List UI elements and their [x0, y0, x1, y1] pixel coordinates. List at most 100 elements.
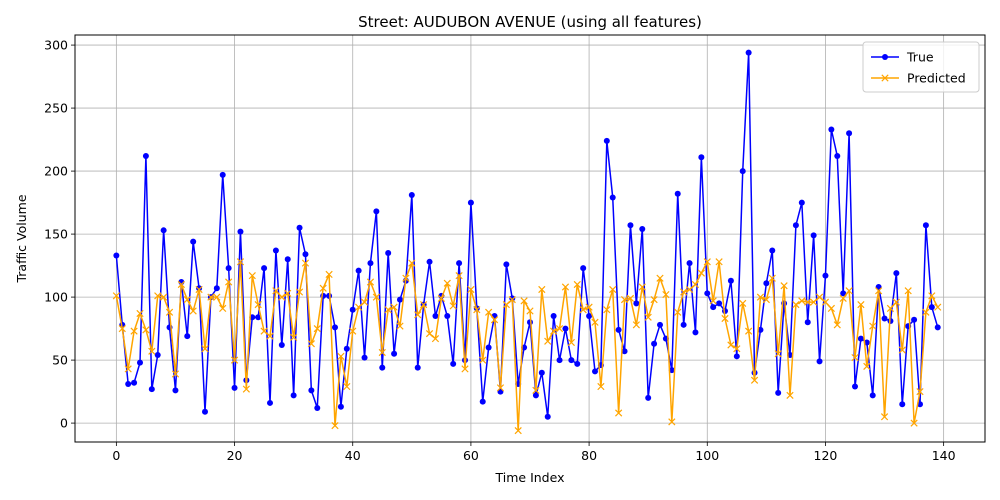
- data-point-true: [633, 300, 640, 307]
- x-tick-label: 40: [345, 448, 361, 463]
- data-point-predicted: [792, 301, 800, 309]
- data-point-true: [775, 389, 782, 396]
- data-point-true: [822, 272, 829, 279]
- y-tick-label: 250: [44, 101, 68, 116]
- plot-frame: [74, 34, 986, 443]
- data-point-predicted: [632, 321, 640, 329]
- data-point-predicted: [544, 337, 552, 345]
- data-point-predicted: [674, 308, 682, 316]
- data-point-true: [609, 194, 616, 201]
- data-point-predicted: [721, 314, 729, 323]
- data-point-predicted: [603, 306, 611, 314]
- series-layer: [112, 49, 942, 435]
- data-point-true: [532, 392, 539, 399]
- data-point-predicted: [685, 285, 694, 294]
- data-point-predicted: [331, 421, 339, 430]
- data-point-predicted: [378, 348, 386, 357]
- data-point-predicted: [201, 345, 209, 353]
- data-point-predicted: [798, 297, 806, 305]
- data-point-predicted: [827, 304, 835, 313]
- data-point-true: [804, 319, 811, 326]
- data-point-predicted: [142, 326, 150, 334]
- data-point-predicted: [290, 333, 298, 342]
- data-point-predicted: [177, 280, 185, 289]
- x-tick-label: 80: [581, 448, 597, 463]
- data-point-predicted: [739, 299, 747, 308]
- data-point-predicted: [626, 294, 635, 302]
- data-point-true: [852, 383, 858, 390]
- data-point-predicted: [662, 290, 670, 299]
- data-point-predicted: [579, 306, 587, 314]
- data-point-predicted: [284, 289, 292, 297]
- data-point-true: [828, 126, 835, 133]
- data-point-predicted: [538, 285, 546, 294]
- data-point-predicted: [213, 293, 221, 301]
- data-point-predicted: [467, 285, 475, 294]
- data-point-true: [432, 312, 439, 319]
- data-point-true: [928, 304, 935, 311]
- data-point-predicted: [934, 303, 942, 311]
- data-point-true: [556, 357, 563, 364]
- x-tick-label: 120: [814, 448, 838, 463]
- data-point-predicted: [349, 327, 357, 335]
- data-point-predicted: [248, 272, 256, 280]
- data-point-predicted: [165, 308, 174, 316]
- data-point-true: [881, 315, 888, 322]
- data-point-predicted: [343, 382, 351, 391]
- data-point-predicted: [821, 298, 830, 306]
- data-point-true: [450, 360, 457, 367]
- data-point-true: [810, 232, 817, 239]
- data-point-true: [627, 222, 634, 229]
- data-point-true: [698, 154, 705, 161]
- data-point-predicted: [130, 327, 138, 335]
- data-point-predicted: [295, 288, 304, 296]
- data-point-predicted: [372, 293, 380, 301]
- data-point-true: [349, 306, 356, 313]
- data-point-predicted: [337, 352, 345, 360]
- data-point-predicted: [922, 308, 930, 316]
- data-point-predicted: [638, 283, 646, 291]
- data-point-true: [840, 290, 847, 297]
- data-point-predicted: [567, 338, 575, 347]
- data-point-predicted: [355, 303, 363, 311]
- data-point-predicted: [136, 309, 144, 318]
- data-point-predicted: [402, 274, 410, 282]
- data-point-true: [391, 350, 398, 357]
- data-point-true: [692, 329, 699, 336]
- data-point-predicted: [750, 376, 759, 384]
- data-point-predicted: [910, 419, 918, 427]
- y-tick-label: 300: [44, 38, 68, 53]
- series-true: [113, 49, 941, 420]
- data-point-true: [302, 251, 309, 258]
- x-tick-label: 60: [463, 448, 479, 463]
- data-point-true: [680, 321, 687, 328]
- data-point-true: [373, 208, 380, 215]
- data-point-true: [142, 152, 149, 159]
- data-point-true: [911, 316, 918, 323]
- data-point-predicted: [904, 287, 912, 295]
- data-point-predicted: [780, 282, 788, 290]
- legend-label-true: True: [906, 50, 934, 65]
- data-point-predicted: [307, 340, 315, 348]
- data-point-predicted: [219, 304, 227, 313]
- data-point-true: [272, 247, 279, 254]
- data-point-predicted: [615, 409, 623, 417]
- data-point-predicted: [550, 327, 558, 335]
- data-point-predicted: [148, 347, 156, 355]
- data-point-predicted: [573, 280, 581, 289]
- data-point-predicted: [650, 295, 658, 304]
- data-point-predicted: [520, 297, 528, 305]
- data-point-predicted: [715, 258, 723, 266]
- data-point-predicted: [656, 274, 664, 282]
- data-point-true: [645, 394, 652, 401]
- data-point-predicted: [195, 285, 203, 294]
- data-point-true: [934, 324, 941, 331]
- data-point-predicted: [118, 324, 126, 333]
- data-point-predicted: [733, 345, 741, 353]
- data-point-true: [574, 360, 581, 367]
- data-point-predicted: [171, 370, 180, 378]
- data-point-predicted: [189, 307, 197, 315]
- data-point-true: [172, 387, 179, 394]
- data-point-predicted: [526, 307, 534, 315]
- y-tick-label: 200: [44, 164, 68, 179]
